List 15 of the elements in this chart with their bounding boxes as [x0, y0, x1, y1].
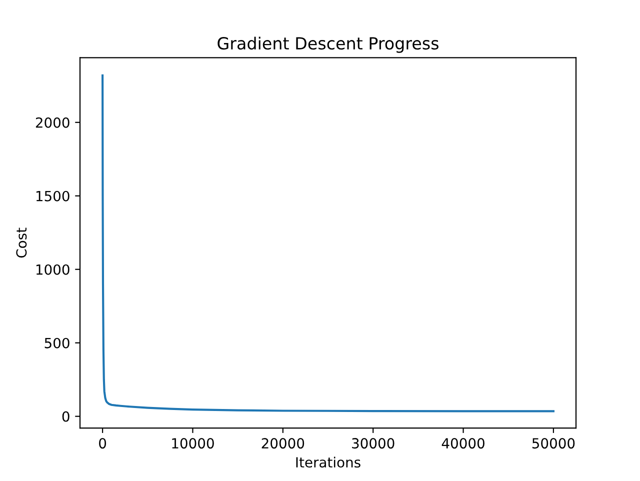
y-tick-label: 2000: [36, 117, 70, 128]
chart-title: Gradient Descent Progress: [218, 36, 438, 53]
y-tick-label: 1500: [36, 190, 70, 202]
y-axis-title: Cost: [16, 228, 27, 258]
y-tick-label: 0: [62, 411, 70, 422]
x-tick-label: 10000: [172, 438, 214, 449]
y-tick-label: 500: [44, 338, 70, 348]
x-tick-label: 40000: [442, 438, 484, 449]
x-tick-label: 20000: [262, 438, 304, 449]
x-tick-label: 50000: [532, 438, 575, 449]
x-tick-label: 30000: [352, 438, 394, 449]
y-tick-label: 1000: [36, 264, 70, 275]
line-series: [102, 74, 554, 412]
x-axis-title: Iterations: [296, 456, 360, 468]
x-tick-label: 0: [99, 438, 106, 449]
